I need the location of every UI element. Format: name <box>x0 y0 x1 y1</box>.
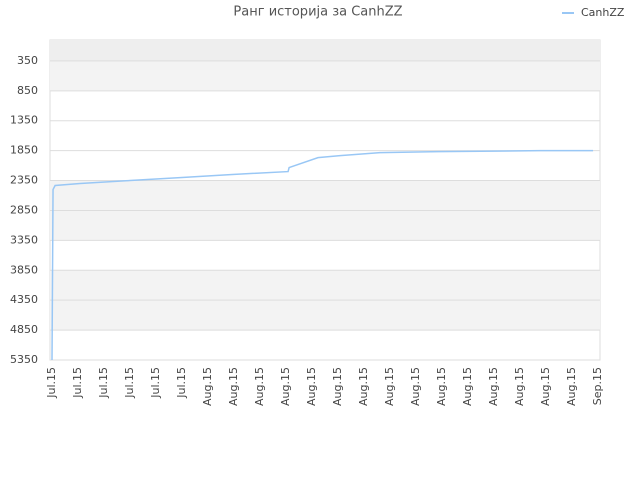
x-tick-label: Jul.15 <box>45 367 58 399</box>
x-tick-label: Aug.15 <box>201 367 214 406</box>
x-tick-label: Aug.15 <box>357 367 370 406</box>
y-tick-label: 850 <box>17 84 38 97</box>
y-tick-label: 2350 <box>10 174 38 187</box>
x-tick-label: Aug.15 <box>253 367 266 406</box>
y-tick-label: 3350 <box>10 233 38 246</box>
y-tick-label: 350 <box>17 54 38 67</box>
x-tick-label: Jul.15 <box>175 367 188 399</box>
x-tick-label: Aug.15 <box>487 367 500 406</box>
x-tick-label: Sep.15 <box>591 367 604 405</box>
x-tick-label: Aug.15 <box>461 367 474 406</box>
x-tick-label: Aug.15 <box>383 367 396 406</box>
plot-band <box>50 180 600 211</box>
y-tick-label: 4350 <box>10 293 38 306</box>
x-tick-label: Aug.15 <box>279 367 292 406</box>
x-tick-label: Aug.15 <box>227 367 240 406</box>
x-tick-label: Jul.15 <box>149 367 162 399</box>
y-tick-label: 3850 <box>10 263 38 276</box>
x-tick-label: Jul.15 <box>71 367 84 399</box>
series-line <box>51 149 594 361</box>
y-tick-label: 2850 <box>10 203 38 216</box>
x-tick-label: Aug.15 <box>305 367 318 406</box>
x-tick-label: Aug.15 <box>565 367 578 406</box>
x-tick-label: Aug.15 <box>331 367 344 406</box>
plot-band <box>50 270 600 301</box>
y-tick-label: 1850 <box>10 144 38 157</box>
chart-title: Ранг историја за CanhZZ <box>233 5 402 20</box>
plot-band <box>50 210 600 241</box>
y-tick-label: 1350 <box>10 114 38 127</box>
x-tick-label: Aug.15 <box>513 367 526 406</box>
x-tick-label: Jul.15 <box>123 367 136 399</box>
x-tick-label: Aug.15 <box>539 367 552 406</box>
legend-label: CanhZZ <box>581 6 625 19</box>
x-tick-label: Aug.15 <box>435 367 448 406</box>
x-tick-label: Jul.15 <box>97 367 110 399</box>
plot-band <box>50 300 600 331</box>
y-tick-label: 4850 <box>10 323 38 336</box>
plot-band <box>50 60 600 91</box>
y-tick-label: 5350 <box>10 353 38 366</box>
x-tick-label: Aug.15 <box>409 367 422 406</box>
plot-band <box>50 40 600 61</box>
